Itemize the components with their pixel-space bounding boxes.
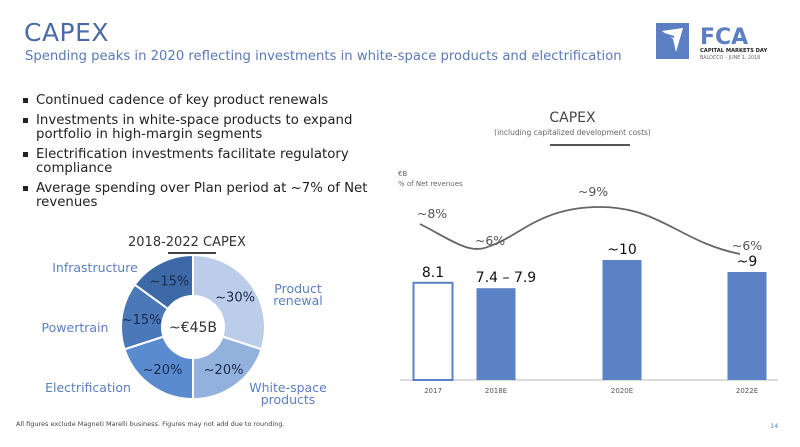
bar-chart-title: CAPEX [549,110,596,126]
fca-logo: FCA CAPITAL MARKETS DAY BALOCCO – JUNE 1… [652,22,790,62]
secondary-unit-label: % of Net revenues [398,180,463,188]
pie-slice-value-label: ~15% [122,313,162,328]
pie-category-label: Product [274,281,322,296]
page-title: CAPEX [24,18,110,47]
line-point-label: ~9% [578,184,608,199]
x-tick-label: 2017 [424,387,442,395]
bullet-item: Electrification investments facilitate r… [22,148,382,176]
footnote: All figures exclude Magneti Marelli busi… [16,420,285,428]
bullet-item: Continued cadence of key product renewal… [22,94,382,108]
pie-slice-value-label: ~20% [143,363,183,378]
bar-chart-title-underline [550,144,630,146]
logo-location-date: BALOCCO – JUNE 1, 2018 [700,55,760,61]
x-tick-label: 2022E [736,387,758,395]
bar-value-label: 8.1 [422,265,444,281]
pie-slice-powertrain [120,283,196,351]
bar-value-label: 7.4 – 7.9 [476,270,536,286]
bullet-item: Investments in white-space products to e… [22,114,382,142]
bar-2018E [476,288,516,380]
pie-slice-value-label: ~20% [204,363,244,378]
bar-2022E [727,272,767,380]
pie-category-label: Infrastructure [52,260,138,275]
pie-center-hole [161,295,225,359]
bar-2017 [412,281,454,381]
line-point-label: ~8% [417,206,447,221]
logo-event: CAPITAL MARKETS DAY [700,48,767,54]
bar-value-label: ~9 [737,254,758,270]
y-unit-label: €B [398,170,408,178]
pie-category-label: renewal [273,293,323,308]
pie-category-label: White-space [249,380,327,395]
page-subtitle: Spending peaks in 2020 reflecting invest… [25,49,622,64]
logo-brand: FCA [700,25,748,50]
net-revenue-pct-line [419,206,741,255]
pie-category-label: Powertrain [42,320,109,335]
pie-center-label: ~€45B [169,320,217,336]
pie-category-label: products [261,392,316,407]
pie-title-underline [168,252,216,254]
line-point-label: ~6% [475,233,505,248]
x-tick-label: 2018E [485,387,507,395]
pie-chart-title: 2018-2022 CAPEX [128,235,246,250]
bar-2020E [602,260,642,380]
bar-value-label: ~10 [607,242,637,258]
page-number: 14 [770,422,779,430]
bullet-item: Average spending over Plan period at ~7%… [22,182,382,210]
x-tick-label: 2020E [611,387,633,395]
pie-category-label: Electrification [45,380,131,395]
line-point-label: ~6% [732,238,762,253]
bar-chart-subtitle: (including capitalized development costs… [494,128,651,137]
pie-slice-value-label: ~15% [149,275,189,290]
pie-slice-value-label: ~30% [215,290,255,305]
bullet-list: Continued cadence of key product renewal… [22,94,382,216]
fca-arrow-logo-icon [656,23,689,59]
